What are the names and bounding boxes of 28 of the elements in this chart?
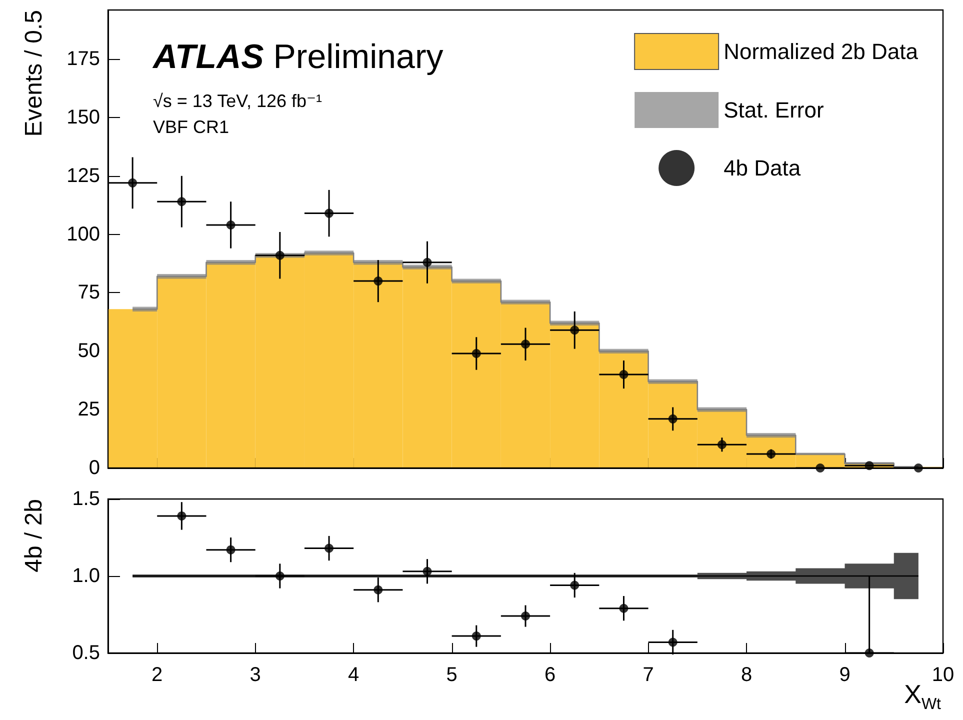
x-tick-label: 5 [446,664,458,686]
x-tick-label: 9 [839,664,850,686]
x-tick-label: 6 [544,664,556,686]
y-tick-label: 50 [78,340,100,362]
legend-label: Stat. Error [724,98,824,122]
y-tick-label: 125 [66,164,100,187]
y-tick-label: 1.0 [72,565,100,587]
x-tick-label: 8 [740,664,752,686]
x-tick-label: 7 [642,664,654,686]
legend-label: 4b Data [724,156,802,180]
y-axis-title: 4b / 2b [20,499,48,572]
annotation: VBF CR1 [153,117,230,137]
y-tick-label: 75 [78,282,100,304]
y-axis-title: Events / 0.5 [20,10,48,137]
y-tick-label: 1.5 [72,488,100,510]
y-tick-label: 175 [66,48,100,70]
x-tick-label: 2 [152,664,163,686]
annotation: ATLAS Preliminary [152,38,444,76]
annotation: √s = 13 TeV, 126 fb⁻¹ [153,91,322,111]
x-tick-label: 4 [348,664,360,686]
y-tick-label: 100 [66,223,100,246]
y-tick-label: 25 [78,398,100,421]
x-tick-label: 3 [250,664,261,686]
y-tick-label: 150 [66,106,100,128]
x-tick-label: 10 [932,664,954,686]
y-tick-label: 0 [88,457,100,479]
legend-label: Normalized 2b Data [724,39,919,64]
y-tick-label: 0.5 [72,642,100,664]
